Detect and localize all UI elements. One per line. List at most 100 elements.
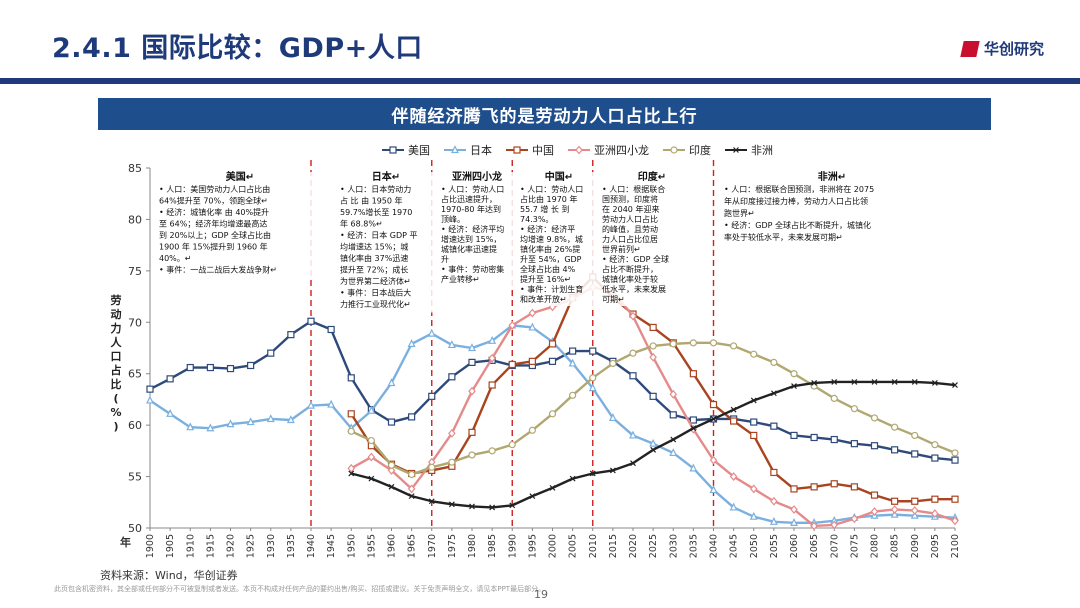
legend-group: 美国 日本 中国 亚洲四小龙 印度 非洲 — [382, 143, 773, 157]
data-point — [830, 480, 838, 488]
brand-logo: 华创研究 — [960, 38, 1044, 59]
data-point — [508, 320, 517, 330]
x-tick-label: 1935 — [286, 534, 297, 558]
data-point — [891, 423, 899, 431]
data-point — [851, 379, 858, 385]
annotations-group: 美国↵• 人口：美国劳动力人口占比由 64%提升至 70%，领跑全球↵• 经济：城… — [157, 170, 952, 313]
annotation-title: 中国↵ — [545, 170, 573, 183]
y-tick-label: 65 — [128, 368, 142, 381]
y-tick-label: 60 — [128, 419, 142, 432]
data-point — [830, 435, 838, 444]
data-point — [629, 372, 637, 380]
data-point — [307, 317, 315, 325]
data-point — [931, 495, 939, 503]
data-point — [870, 507, 879, 516]
y-tick-label: 55 — [128, 471, 142, 484]
data-point — [287, 331, 295, 339]
data-point — [468, 343, 476, 352]
data-point — [931, 380, 938, 386]
data-point — [347, 463, 356, 473]
data-point — [448, 458, 456, 466]
annotation-bg — [439, 172, 515, 286]
data-point — [367, 452, 376, 462]
data-point — [609, 359, 617, 368]
annotation-title: 日本↵ — [372, 170, 400, 183]
y-tick-label: 80 — [128, 213, 142, 226]
x-tick-label: 2070 — [829, 534, 840, 558]
data-point — [226, 419, 235, 428]
annotation-line: 力人口占比位居 — [602, 234, 658, 244]
x-tick-label: 1965 — [407, 534, 418, 558]
data-point — [733, 147, 739, 153]
annotation-line: • 人口：劳动人口 — [441, 184, 504, 194]
data-point — [790, 370, 798, 378]
data-point — [528, 322, 537, 331]
data-point — [911, 450, 919, 458]
annotation-bg — [722, 172, 952, 246]
data-point — [428, 498, 435, 505]
y-axis-label-char: 力 — [111, 321, 122, 335]
data-point — [951, 456, 959, 464]
annotation-line: • 经济：城镇化率 由 40%提升 — [159, 207, 269, 217]
x-tick-label: 1950 — [346, 534, 357, 558]
data-point — [811, 380, 818, 386]
x-tick-label: 1925 — [246, 534, 257, 558]
data-point — [266, 414, 275, 423]
data-point — [730, 342, 738, 350]
annotation-box: 美国↵• 人口：美国劳动力人口占比由 64%提升至 70%，领跑全球↵• 经济：城… — [157, 170, 325, 278]
data-point — [407, 484, 416, 494]
x-tick-label: 1945 — [326, 534, 337, 558]
annotation-line: • 经济：日本 GDP 平 — [340, 230, 418, 240]
data-point — [850, 514, 859, 524]
annotation-line: 年从印度接过接力棒，劳动力人口占比领 — [724, 196, 868, 206]
data-point — [870, 491, 879, 499]
x-tick-label: 2030 — [668, 534, 679, 558]
data-point — [910, 506, 919, 515]
data-point — [575, 145, 583, 155]
legend-label: 美国 — [408, 144, 430, 157]
data-point — [790, 505, 798, 514]
data-point — [528, 357, 536, 365]
annotation-line: 顶峰。 — [441, 214, 465, 224]
data-point — [488, 447, 496, 455]
data-point — [649, 352, 657, 362]
data-point — [448, 373, 456, 381]
data-point — [870, 414, 879, 422]
data-point — [509, 502, 516, 509]
y-axis-label-char: 人 — [111, 335, 123, 349]
data-point — [247, 361, 255, 370]
data-point — [388, 483, 395, 490]
data-point — [528, 308, 537, 318]
data-point — [451, 145, 459, 154]
data-point — [911, 431, 919, 440]
data-point — [528, 426, 536, 434]
annotation-line: 74.3%。 — [520, 215, 553, 224]
data-point — [468, 386, 476, 396]
x-tick-label: 1940 — [306, 534, 317, 558]
annotation-line: 在 2040 年迎来 — [602, 204, 659, 214]
data-point — [469, 503, 475, 510]
annotation-line: • 经济：GDP 全球占比不断提升，城镇化 — [724, 220, 871, 230]
x-tick-label: 2025 — [648, 534, 659, 558]
annotation-line: • 事件：一战二战后大发战争财↵ — [159, 265, 277, 275]
x-tick-label: 1955 — [366, 534, 377, 558]
y-axis-label-char: ) — [113, 420, 118, 433]
data-point — [166, 408, 175, 417]
x-tick-label: 2100 — [950, 534, 961, 558]
data-point — [790, 485, 798, 493]
data-point — [548, 410, 557, 418]
data-point — [468, 428, 476, 436]
series-group — [146, 273, 959, 531]
legend-label: 非洲 — [751, 144, 773, 157]
data-point — [629, 349, 637, 357]
annotation-line: • 事件：日本战后大 — [340, 288, 411, 298]
annotation-line: 增速达到 15%， — [441, 234, 501, 244]
annotation-line: 占比迅速提升， — [441, 194, 497, 204]
data-point — [428, 463, 436, 471]
data-point — [870, 442, 879, 450]
data-point — [650, 446, 657, 453]
series-0 — [146, 317, 959, 464]
data-point — [206, 423, 215, 432]
